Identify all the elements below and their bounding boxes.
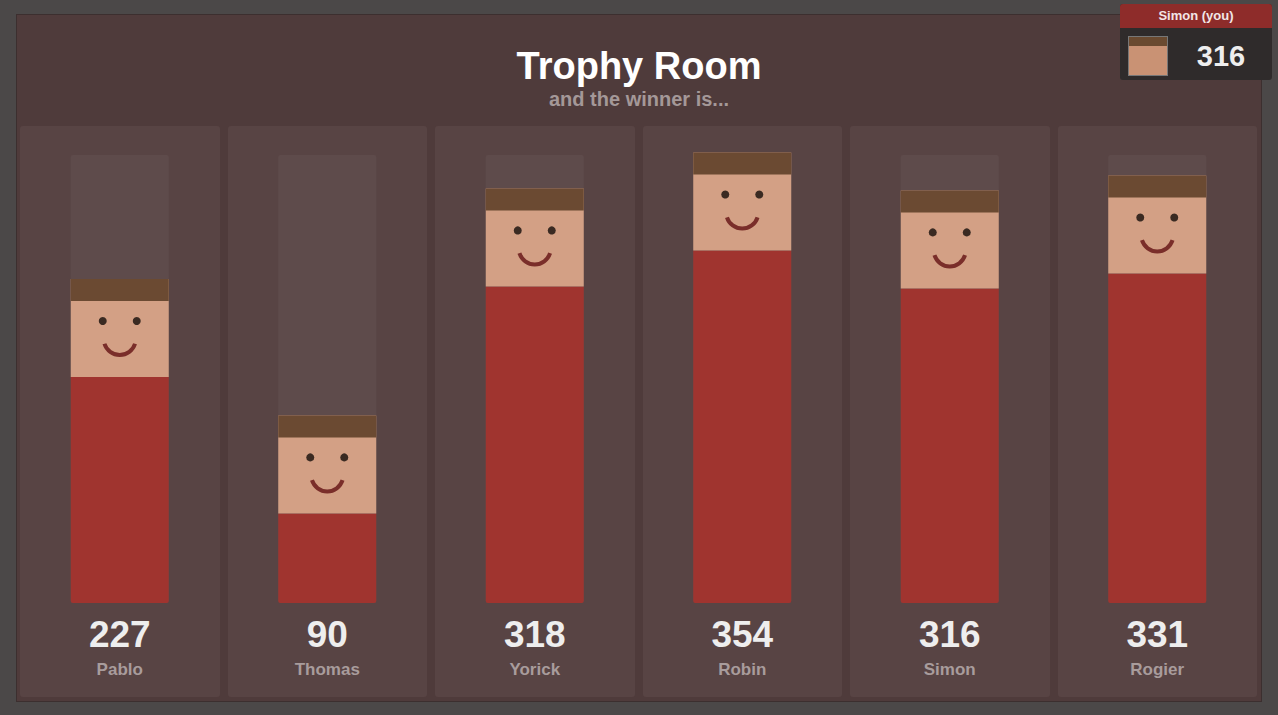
svg-text:Simon: Simon [924, 660, 976, 679]
svg-text:Thomas: Thomas [295, 660, 360, 679]
svg-text:and the winner is...: and the winner is... [549, 88, 729, 110]
svg-text:90: 90 [307, 614, 348, 655]
svg-text:Robin: Robin [718, 660, 766, 679]
svg-text:354: 354 [711, 614, 773, 655]
html-text:316: 316 [1196, 40, 1246, 72]
svg-text:318: 318 [504, 614, 566, 655]
svg-text:227: 227 [89, 614, 151, 655]
svg-text:316: 316 [919, 614, 981, 655]
svg-text:331: 331 [1126, 614, 1188, 655]
svg-text:Pablo: Pablo [97, 660, 143, 679]
svg-text:Yorick: Yorick [509, 660, 560, 679]
svg-text:Rogier: Rogier [1130, 660, 1184, 679]
html-text:Simon (you): Simon (you) [1158, 8, 1234, 23]
svg-text:Trophy Room: Trophy Room [517, 45, 762, 87]
